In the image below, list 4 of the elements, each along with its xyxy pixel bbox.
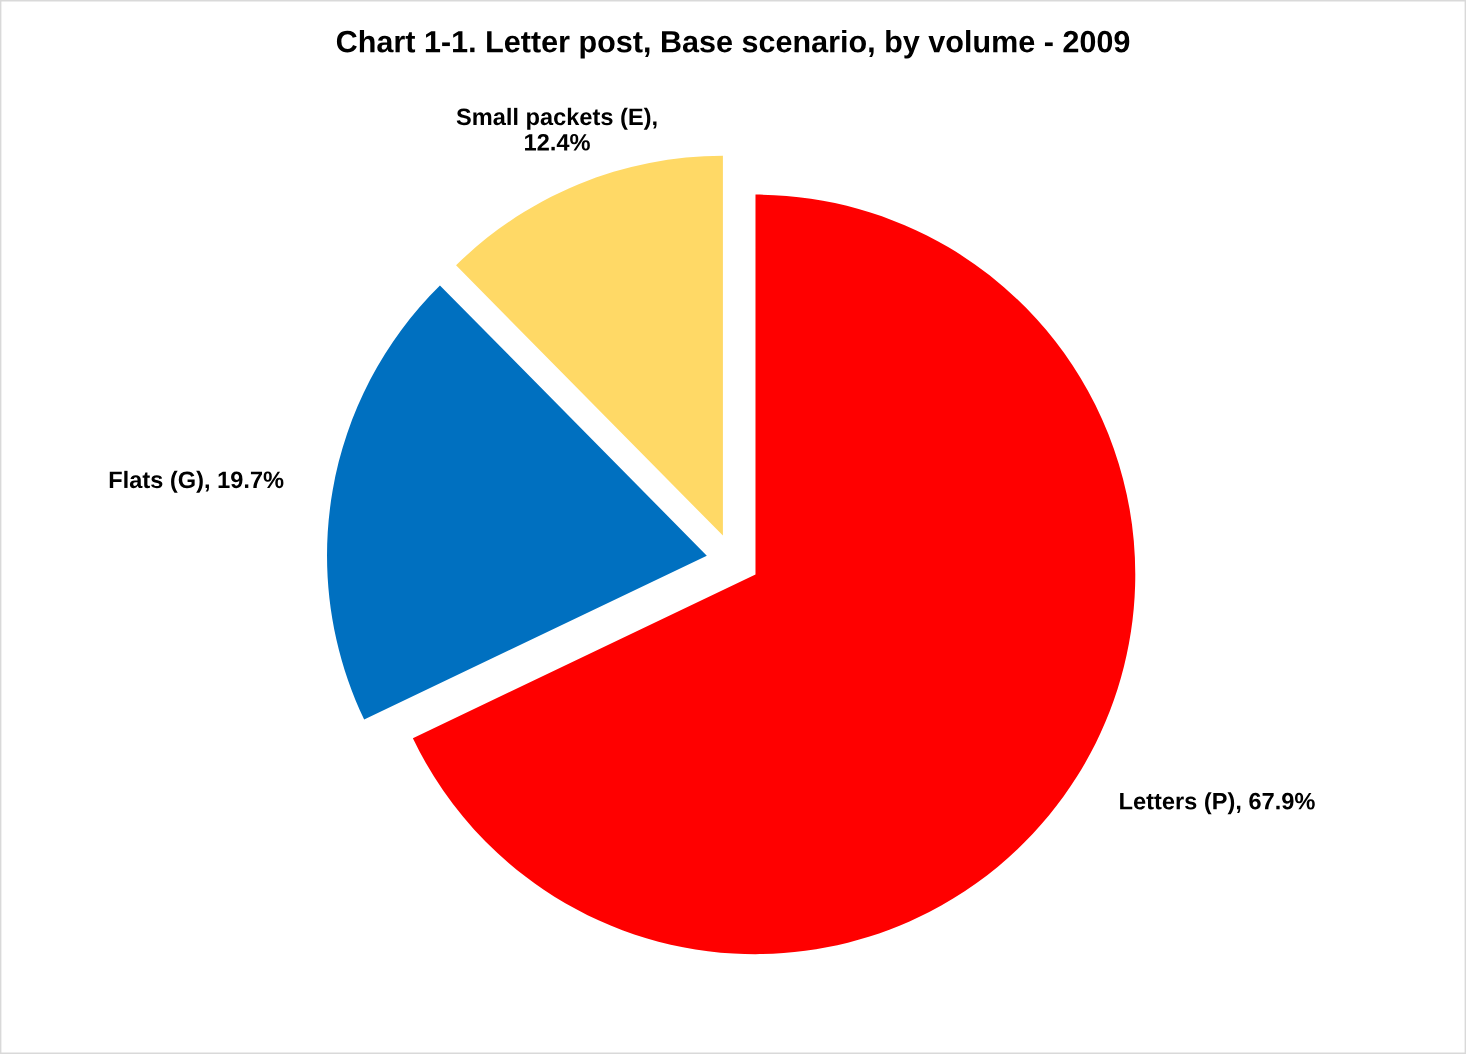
slice-label: Small packets (E), 12.4% — [456, 107, 657, 151]
slice-label: Letters (P), 67.9% — [1120, 792, 1315, 815]
slice-label: Flats (G), 19.7% — [109, 470, 284, 493]
chart-title: Chart 1-1. Letter post, Base scenario, by volume - 2009 — [336, 30, 1130, 59]
